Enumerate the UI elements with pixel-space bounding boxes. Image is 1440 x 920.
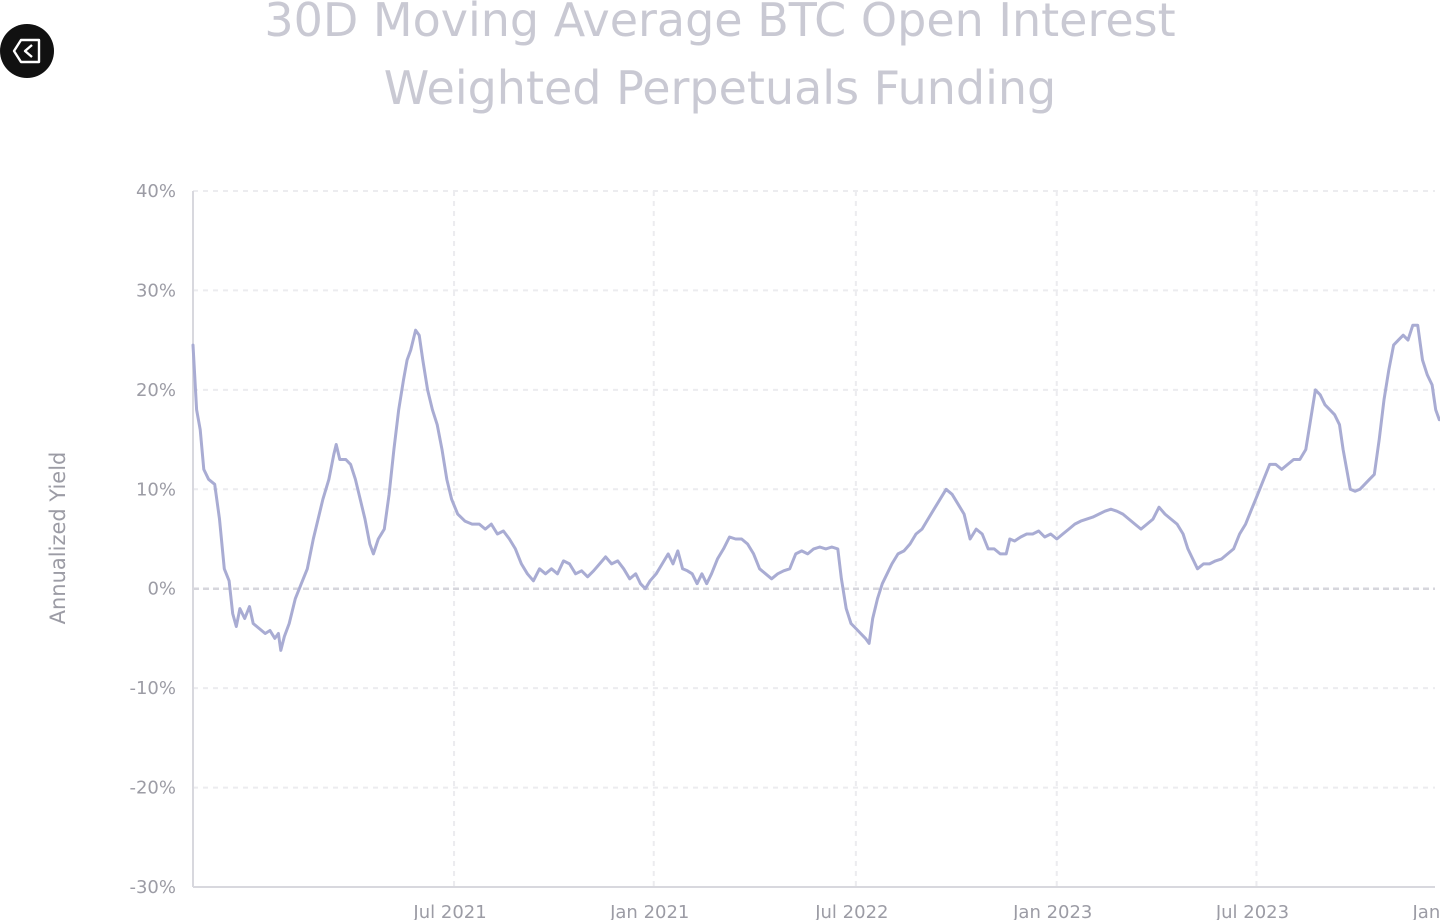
x-tick-label: Jan 2023: [1012, 902, 1092, 920]
y-tick-label: -20%: [129, 778, 176, 799]
y-tick-label: 20%: [136, 380, 176, 401]
x-axis-ticks: Jul 2021 Jan 2021 Jul 2022 Jan 2023 Jul 2023…: [412, 902, 1440, 920]
y-tick-label: -10%: [129, 678, 176, 699]
chart-title: 30D Moving Average BTC Open Interest Wei…: [0, 0, 1440, 122]
chart-axes: [192, 191, 1435, 888]
x-tick-label: Jan 2021: [609, 902, 689, 920]
x-tick-label: Jul 2023: [1215, 902, 1289, 920]
y-tick-label: 40%: [136, 181, 176, 202]
y-tick-label: 10%: [136, 479, 176, 500]
brand-logo-icon: [0, 24, 54, 78]
x-tick-label: Jan 2024: [1412, 902, 1440, 920]
series-line: [191, 323, 1440, 652]
x-tick-label: Jul 2022: [814, 902, 888, 920]
chart-title-line-1: 30D Moving Average BTC Open Interest: [264, 0, 1176, 47]
series-group: [191, 323, 1440, 652]
y-tick-label: 0%: [147, 579, 176, 600]
grid-lines: [193, 190, 1435, 887]
y-tick-label: -30%: [129, 877, 176, 898]
y-tick-label: 30%: [136, 280, 176, 301]
y-axis-ticks: 40% 30% 20% 10% 0% -10% -20% -30%: [129, 181, 176, 898]
chart-title-line-2: Weighted Perpetuals Funding: [383, 61, 1057, 115]
x-tick-label: Jul 2021: [412, 902, 486, 920]
